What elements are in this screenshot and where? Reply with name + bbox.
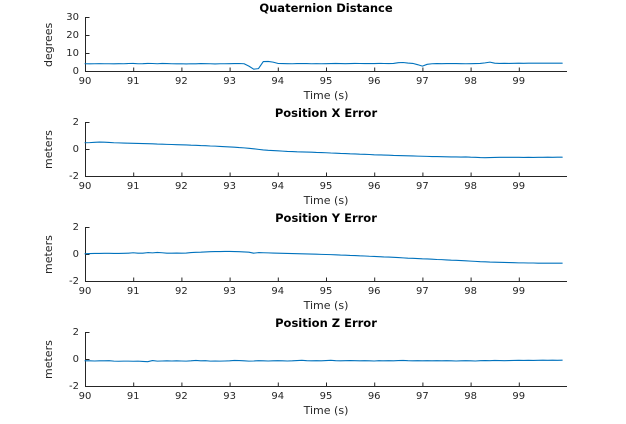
x-tick-label: 93	[223, 181, 236, 192]
x-tick-label: 99	[512, 391, 526, 402]
x-tick-label: 92	[175, 76, 188, 87]
x-tick-label: 90	[78, 391, 92, 402]
x-tick-label: 99	[512, 76, 526, 87]
x-tick-label: 94	[271, 286, 285, 297]
y-tick-label: 0	[72, 143, 79, 155]
y-tick-label: 0	[72, 65, 79, 77]
y-tick-label: 0	[72, 248, 79, 260]
x-axis-label: Time (s)	[303, 299, 349, 312]
x-tick-label: 98	[464, 391, 477, 402]
x-tick-label: 91	[126, 181, 140, 192]
subplot-position-x-error: Position X Error meters -2 0 2 90 91 92 93 94 9…	[0, 105, 626, 210]
x-tick-label: 97	[416, 391, 429, 402]
plot-area	[84, 122, 567, 177]
y-tick-label: 20	[66, 29, 79, 41]
y-axis-label: degrees	[42, 22, 55, 67]
x-tick-label: 98	[464, 76, 477, 87]
x-tick-label: 96	[367, 391, 381, 402]
x-tick-label: 97	[416, 76, 429, 87]
subplot-title: Position Y Error	[275, 211, 377, 225]
x-tick-label: 96	[367, 181, 381, 192]
x-tick-label: 98	[464, 286, 477, 297]
x-tick-label: 96	[367, 286, 381, 297]
x-tick-label: 96	[367, 76, 381, 87]
x-tick-label: 94	[271, 181, 285, 192]
plot-area	[84, 227, 567, 282]
y-tick-label: -2	[69, 170, 79, 182]
x-tick-label: 94	[271, 391, 285, 402]
subplot-position-y-error: Position Y Error meters -2 0 2 90 91 92 93 94 9…	[0, 210, 626, 315]
x-tick-label: 95	[319, 181, 333, 192]
x-axis-label: Time (s)	[303, 194, 349, 207]
x-tick-label: 92	[175, 181, 188, 192]
x-tick-label: 92	[175, 286, 188, 297]
x-tick-label: 97	[416, 181, 429, 192]
x-axis-label: Time (s)	[303, 89, 349, 102]
x-tick-label: 98	[464, 181, 477, 192]
x-tick-label: 97	[416, 286, 429, 297]
subplot-title: Position X Error	[274, 106, 378, 120]
subplot-title: Position Z Error	[275, 316, 377, 330]
subplot-quaternion-distance: Quaternion Distance degrees 0 10 20 30 90 91…	[0, 0, 626, 105]
x-tick-label: 90	[78, 76, 92, 87]
x-tick-label: 92	[175, 391, 188, 402]
x-tick-label: 93	[223, 76, 236, 87]
y-tick-label: 30	[66, 11, 79, 23]
x-tick-label: 90	[78, 181, 92, 192]
x-tick-label: 90	[78, 286, 92, 297]
subplot-title: Quaternion Distance	[259, 1, 393, 15]
y-tick-label: 0	[72, 353, 79, 365]
x-tick-label: 93	[223, 286, 236, 297]
x-tick-label: 95	[319, 76, 333, 87]
y-tick-label: 2	[72, 221, 79, 233]
plot-area	[84, 332, 567, 387]
x-tick-label: 93	[223, 391, 236, 402]
x-tick-label: 91	[126, 76, 140, 87]
x-tick-label: 99	[512, 181, 526, 192]
y-tick-label: 2	[72, 116, 79, 128]
subplot-position-z-error: Position Z Error meters -2 0 2 90 91 92 93 94 9…	[0, 315, 626, 420]
x-tick-label: 91	[126, 391, 140, 402]
x-tick-label: 91	[126, 286, 140, 297]
y-tick-label: 10	[66, 47, 79, 59]
y-tick-label: -2	[69, 275, 79, 287]
x-tick-label: 95	[319, 391, 333, 402]
y-tick-label: 2	[72, 326, 79, 338]
plot-area	[84, 17, 567, 72]
x-tick-label: 95	[319, 286, 333, 297]
x-tick-label: 99	[512, 286, 526, 297]
y-tick-label: -2	[69, 380, 79, 392]
x-tick-label: 94	[271, 76, 285, 87]
x-axis-label: Time (s)	[303, 404, 349, 417]
